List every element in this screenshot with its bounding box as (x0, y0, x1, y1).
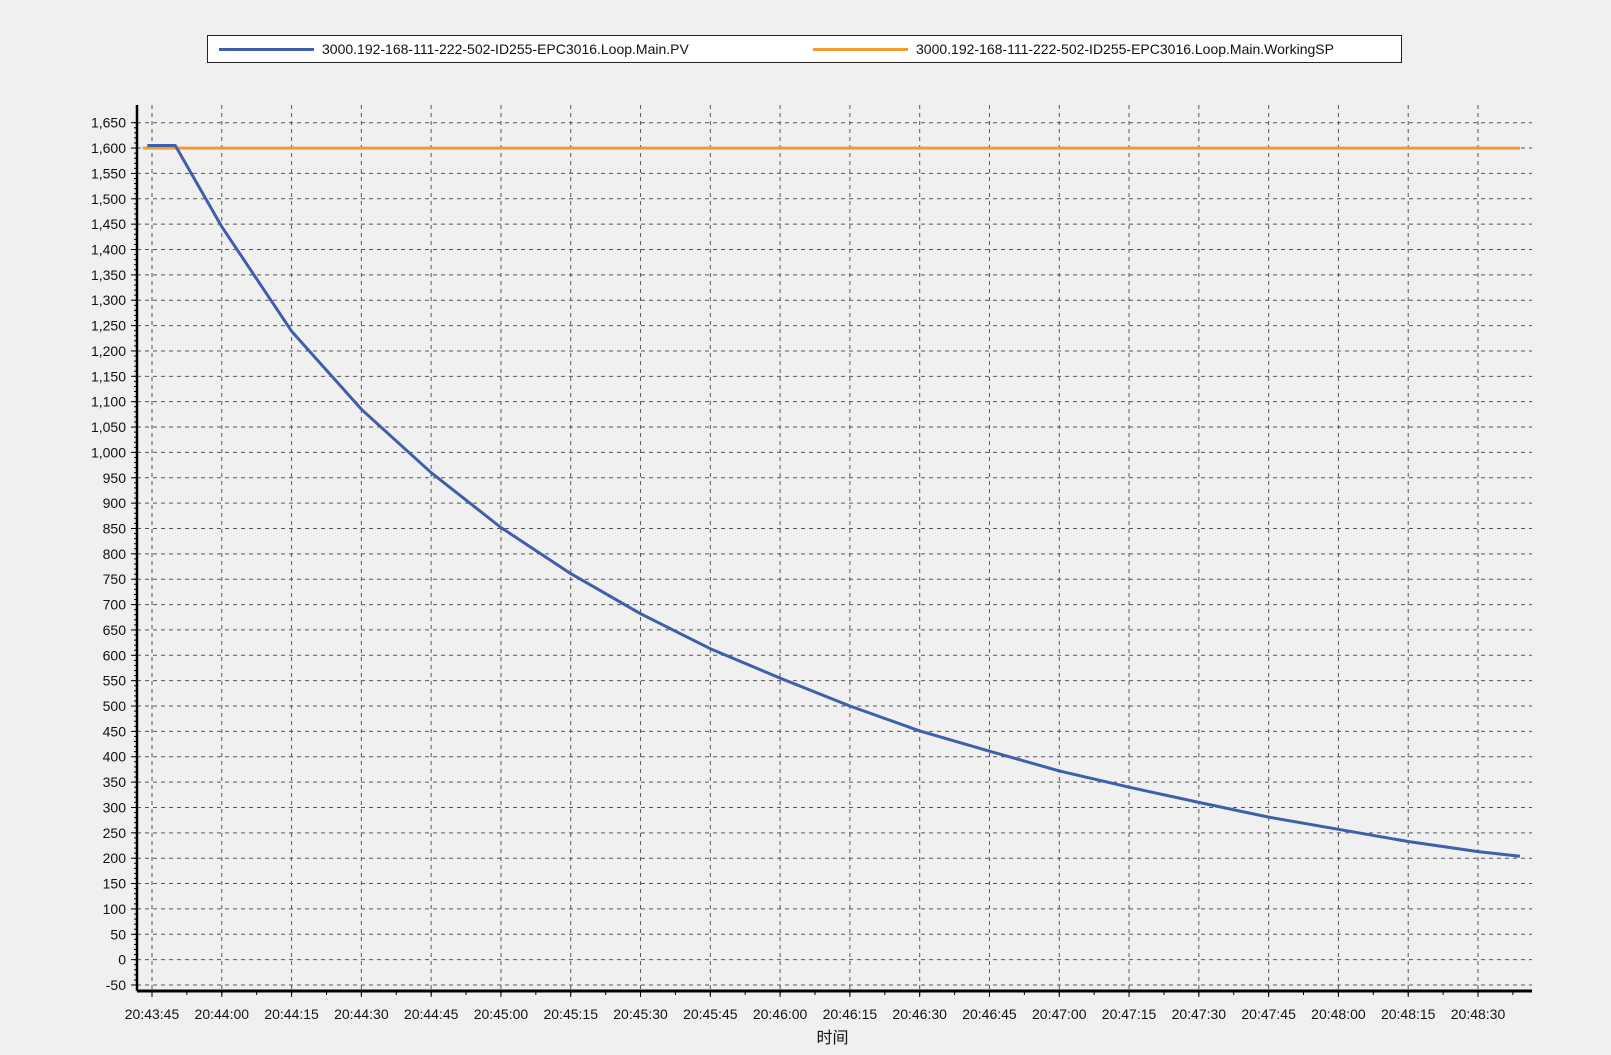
x-tick-label: 20:43:45 (125, 1006, 180, 1022)
y-tick-label: 1,400 (91, 242, 126, 258)
x-tick-label: 20:45:45 (683, 1006, 738, 1022)
y-tick-label: 550 (103, 673, 127, 689)
y-tick-label: 600 (103, 647, 127, 663)
y-tick-label: 1,600 (91, 140, 126, 156)
x-tick-label: 20:44:00 (195, 1006, 250, 1022)
y-tick-label: 750 (103, 571, 127, 587)
x-tick-label: 20:47:45 (1241, 1006, 1296, 1022)
x-tick-label: 20:45:00 (474, 1006, 529, 1022)
x-tick-label: 20:48:15 (1381, 1006, 1436, 1022)
y-tick-label: 450 (103, 723, 127, 739)
y-tick-label: 1,350 (91, 267, 126, 283)
y-tick-label: 1,550 (91, 165, 126, 181)
x-tick-label: 20:44:30 (334, 1006, 389, 1022)
x-tick-label: 20:47:15 (1102, 1006, 1157, 1022)
y-tick-label: 1,300 (91, 292, 126, 308)
x-tick-label: 20:46:30 (892, 1006, 947, 1022)
y-tick-label: 700 (103, 597, 127, 613)
y-tick-label: 350 (103, 774, 127, 790)
y-tick-label: 1,450 (91, 216, 126, 232)
x-axis-label: 时间 (816, 1030, 849, 1047)
y-tick-label: 300 (103, 799, 127, 815)
y-tick-label: 1,000 (91, 444, 126, 460)
y-tick-label: 150 (103, 876, 127, 892)
legend-swatch-pv (219, 48, 314, 51)
y-tick-label: 900 (103, 495, 127, 511)
y-tick-label: 0 (118, 952, 126, 968)
x-tick-label: 20:47:00 (1032, 1006, 1087, 1022)
x-tick-label: 20:44:15 (264, 1006, 319, 1022)
y-tick-label: 500 (103, 698, 127, 714)
y-tick-label: 1,150 (91, 368, 126, 384)
x-tick-label: 20:45:15 (543, 1006, 598, 1022)
y-tick-label: 1,200 (91, 343, 126, 359)
y-tick-label: 950 (103, 470, 127, 486)
y-tick-label: -50 (106, 977, 126, 993)
y-tick-label: 250 (103, 825, 127, 841)
legend-label-pv: 3000.192-168-111-222-502-ID255-EPC3016.L… (322, 41, 689, 57)
legend-label-workingsp: 3000.192-168-111-222-502-ID255-EPC3016.L… (916, 41, 1334, 57)
y-tick-label: 1,050 (91, 419, 126, 435)
x-tick-label: 20:48:00 (1311, 1006, 1366, 1022)
y-tick-label: 1,650 (91, 115, 126, 131)
series-line-pv (147, 144, 1521, 858)
x-tick-label: 20:45:30 (613, 1006, 668, 1022)
y-tick-label: 650 (103, 622, 127, 638)
y-tick-label: 50 (110, 926, 126, 942)
legend: 3000.192-168-111-222-502-ID255-EPC3016.L… (207, 35, 1402, 63)
x-tick-label: 20:47:30 (1172, 1006, 1227, 1022)
y-tick-label: 850 (103, 520, 127, 536)
y-tick-label: 1,250 (91, 318, 126, 334)
legend-swatch-workingsp (813, 48, 908, 51)
x-tick-label: 20:48:30 (1451, 1006, 1506, 1022)
y-tick-label: 400 (103, 749, 127, 765)
x-tick-label: 20:46:15 (823, 1006, 878, 1022)
y-tick-label: 1,100 (91, 394, 126, 410)
y-tick-label: 800 (103, 546, 127, 562)
x-tick-label: 20:46:00 (753, 1006, 808, 1022)
x-tick-label: 20:44:45 (404, 1006, 459, 1022)
x-tick-label: 20:46:45 (962, 1006, 1017, 1022)
y-tick-label: 200 (103, 850, 127, 866)
y-tick-label: 1,500 (91, 191, 126, 207)
y-tick-label: 100 (103, 901, 127, 917)
